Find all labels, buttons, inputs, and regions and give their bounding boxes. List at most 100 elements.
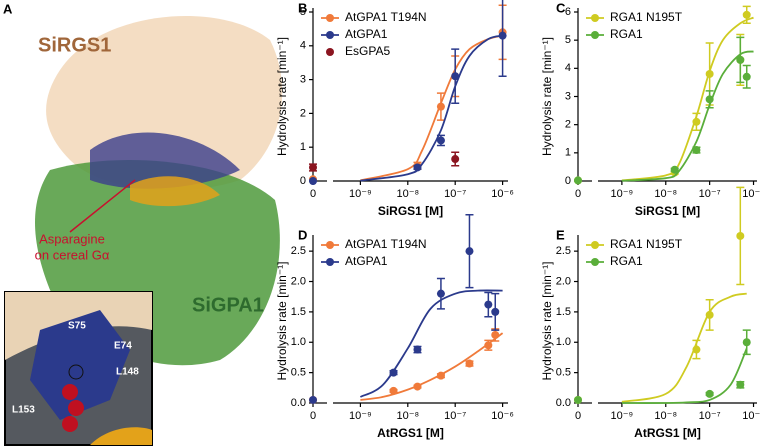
chart: C 0 1 2 3 4 5 6 0 10⁻⁹ 10⁻⁸ 10⁻⁷ 10⁻⁶ SiRGS1 [M] Hydro… [540, 0, 760, 218]
legend-marker [591, 31, 599, 39]
y-axis-label: Hydrolysis rate [min⁻¹] [540, 37, 554, 156]
y-tick-label: 2.0 [556, 275, 571, 287]
data-point [413, 382, 422, 391]
protein-label: SiGPA1 [192, 294, 264, 316]
y-tick-label: 2.5 [556, 245, 571, 257]
data-point [436, 289, 445, 298]
x-tick-label: 10⁻⁷ [699, 410, 721, 422]
fit-curve [360, 34, 503, 182]
residue-label: L153 [12, 405, 35, 416]
legend-label: RGA1 N195T [610, 10, 683, 24]
inset-atom [62, 384, 78, 400]
y-axis-label: Hydrolysis rate [min⁻¹] [540, 261, 554, 380]
y-tick-label: 2.5 [291, 245, 306, 257]
helix-shape [130, 176, 220, 207]
x-tick-label: 10⁻⁶ [742, 410, 760, 422]
y-tick-label: 4 [565, 62, 571, 74]
legend-label: RGA1 N195T [610, 237, 683, 251]
y-tick-label: 0.5 [556, 367, 571, 379]
x-tick-label: 10⁻⁹ [610, 188, 633, 200]
x-tick-label: 10⁻⁸ [654, 188, 677, 200]
data-point [705, 310, 714, 319]
legend-label: AtGPA1 T194N [345, 237, 427, 251]
data-point [413, 163, 422, 172]
y-tick-label: 5 [300, 6, 306, 18]
y-tick-label: 1 [300, 141, 306, 153]
legend-label: AtGPA1 [345, 254, 388, 268]
y-tick-label: 1.5 [556, 306, 571, 318]
structure-panel: A SiRGS1 SiGPA1 Asparagine on cereal Gα … [0, 0, 290, 448]
x-tick-label: 0 [575, 410, 581, 422]
data-point [705, 95, 714, 104]
fit-curve [621, 292, 747, 403]
data-point [484, 300, 493, 309]
y-tick-label: 0.5 [291, 367, 306, 379]
x-axis-label: SiRGS1 [M] [635, 204, 700, 218]
y-tick-label: 3 [300, 74, 306, 86]
legend-marker [326, 31, 334, 39]
data-point [491, 330, 500, 339]
legend-label: EsGPA5 [345, 44, 390, 58]
y-tick-label: 1 [565, 147, 571, 159]
data-point [736, 231, 745, 240]
y-tick-label: 0 [300, 175, 306, 187]
data-point [736, 55, 745, 64]
data-point [705, 389, 714, 398]
data-point [491, 307, 500, 316]
x-axis-label: AtRGS1 [M] [377, 426, 444, 440]
panel-label: D [298, 227, 307, 242]
y-tick-label: 2 [300, 107, 306, 119]
x-tick-label: 10⁻⁶ [491, 410, 514, 422]
data-point [736, 380, 745, 389]
data-point [436, 136, 445, 145]
x-tick-label: 10⁻⁷ [444, 188, 466, 200]
panel-label: A [3, 1, 13, 16]
y-axis-label: Hydrolysis rate [min⁻¹] [275, 37, 289, 156]
data-point [451, 155, 460, 164]
regulator-label: SiRGS1 [38, 34, 111, 56]
chart: E 0.0 0.5 1.0 1.5 2.0 2.5 0 10⁻⁹ 10⁻⁸ 10⁻⁷ 10⁻⁶ AtRG… [540, 186, 760, 440]
x-tick-label: 10⁻⁸ [396, 410, 419, 422]
fit-curve [621, 50, 754, 182]
legend-marker [591, 14, 599, 22]
data-point [309, 177, 317, 185]
data-point [574, 395, 582, 404]
inset-atom [68, 364, 84, 380]
residue-label: L148 [116, 367, 139, 378]
y-tick-label: 1.0 [291, 336, 306, 348]
x-tick-label: 10⁻⁹ [610, 410, 633, 422]
data-point [498, 31, 507, 40]
x-tick-label: 10⁻⁹ [349, 188, 372, 200]
pointer [69, 179, 136, 233]
x-tick-label: 10⁻⁹ [349, 410, 372, 422]
legend-marker [326, 258, 334, 266]
data-point [692, 117, 701, 126]
legend-marker [591, 258, 599, 266]
y-tick-label: 0.0 [291, 397, 306, 409]
data-point [670, 165, 679, 174]
y-tick-label: 5 [565, 34, 571, 46]
y-tick-label: 1.5 [291, 306, 306, 318]
x-tick-label: 0 [310, 410, 316, 422]
x-axis-label: AtRGS1 [M] [634, 426, 701, 440]
x-tick-label: 0 [575, 188, 581, 200]
data-point [484, 341, 493, 350]
data-point [389, 386, 398, 395]
chart: D 0.0 0.5 1.0 1.5 2.0 2.5 0 10⁻⁹ 10⁻⁸ 10⁻⁷ 10⁻⁶ AtRG… [275, 213, 514, 440]
interface-shape [90, 132, 240, 189]
x-tick-label: 10⁻⁷ [699, 188, 721, 200]
data-point [413, 345, 422, 354]
inset-helix [90, 427, 152, 445]
data-point [692, 345, 701, 354]
y-tick-label: 0 [565, 175, 571, 187]
data-point [692, 146, 701, 155]
legend-label: RGA1 [610, 254, 643, 268]
data-point [742, 10, 751, 19]
fit-curve [621, 16, 754, 182]
legend-marker [591, 241, 599, 249]
panel-label: E [556, 227, 565, 242]
note-line: on cereal Gα [35, 247, 110, 262]
y-tick-label: 4 [300, 40, 306, 52]
x-tick-label: 10⁻⁸ [396, 188, 419, 200]
data-point [389, 368, 398, 377]
